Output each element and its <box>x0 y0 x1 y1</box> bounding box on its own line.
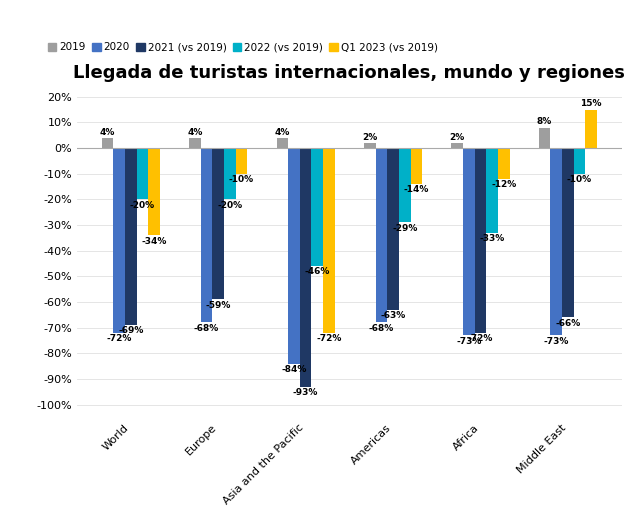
Bar <box>574 148 585 174</box>
Bar <box>113 148 125 333</box>
Bar <box>189 138 201 148</box>
Bar <box>451 143 463 148</box>
Text: 4%: 4% <box>100 128 115 136</box>
Text: -20%: -20% <box>130 201 155 210</box>
Text: 4%: 4% <box>187 128 203 136</box>
Bar <box>236 148 247 174</box>
Bar <box>585 109 597 148</box>
Bar <box>387 148 399 309</box>
Text: -33%: -33% <box>479 234 504 243</box>
Text: -68%: -68% <box>194 324 219 333</box>
Text: -66%: -66% <box>555 319 581 328</box>
Text: -93%: -93% <box>293 388 319 397</box>
Bar <box>102 138 113 148</box>
Legend: 2019, 2020, 2021 (vs 2019), 2022 (vs 2019), Q1 2023 (vs 2019): 2019, 2020, 2021 (vs 2019), 2022 (vs 201… <box>44 38 442 56</box>
Bar <box>487 148 498 233</box>
Bar <box>276 138 288 148</box>
Text: 2%: 2% <box>362 133 378 142</box>
Text: -63%: -63% <box>380 311 406 320</box>
Text: 8%: 8% <box>537 117 552 126</box>
Bar <box>148 148 160 235</box>
Bar <box>399 148 410 222</box>
Text: -59%: -59% <box>206 301 231 309</box>
Bar <box>224 148 236 200</box>
Text: -73%: -73% <box>456 336 481 346</box>
Text: -34%: -34% <box>142 237 167 245</box>
Bar <box>364 143 376 148</box>
Bar <box>376 148 387 323</box>
Bar <box>312 148 323 266</box>
Text: -72%: -72% <box>106 334 132 343</box>
Bar <box>137 148 148 200</box>
Bar <box>562 148 574 317</box>
Text: -20%: -20% <box>217 201 242 210</box>
Text: -10%: -10% <box>229 175 254 184</box>
Bar <box>463 148 474 335</box>
Bar <box>300 148 312 387</box>
Bar <box>551 148 562 335</box>
Bar <box>201 148 212 323</box>
Bar <box>474 148 487 333</box>
Text: -84%: -84% <box>281 365 306 374</box>
Text: 15%: 15% <box>581 99 602 108</box>
Text: -12%: -12% <box>491 180 517 189</box>
Text: -72%: -72% <box>316 334 342 343</box>
Bar <box>410 148 422 184</box>
Bar <box>125 148 137 325</box>
Bar <box>323 148 335 333</box>
Text: -69%: -69% <box>118 326 144 335</box>
Text: -72%: -72% <box>468 334 493 343</box>
Bar <box>288 148 300 363</box>
Bar <box>212 148 224 299</box>
Text: 2%: 2% <box>449 133 465 142</box>
Text: -29%: -29% <box>392 224 417 233</box>
Bar <box>498 148 510 179</box>
Text: -10%: -10% <box>567 175 592 184</box>
Bar <box>538 128 551 148</box>
Text: -73%: -73% <box>544 336 569 346</box>
Text: -46%: -46% <box>304 267 330 276</box>
Text: -68%: -68% <box>369 324 394 333</box>
Text: -14%: -14% <box>404 185 429 194</box>
Title: Llegada de turistas internacionales, mundo y regiones: Llegada de turistas internacionales, mun… <box>74 64 625 82</box>
Text: 4%: 4% <box>274 128 290 136</box>
